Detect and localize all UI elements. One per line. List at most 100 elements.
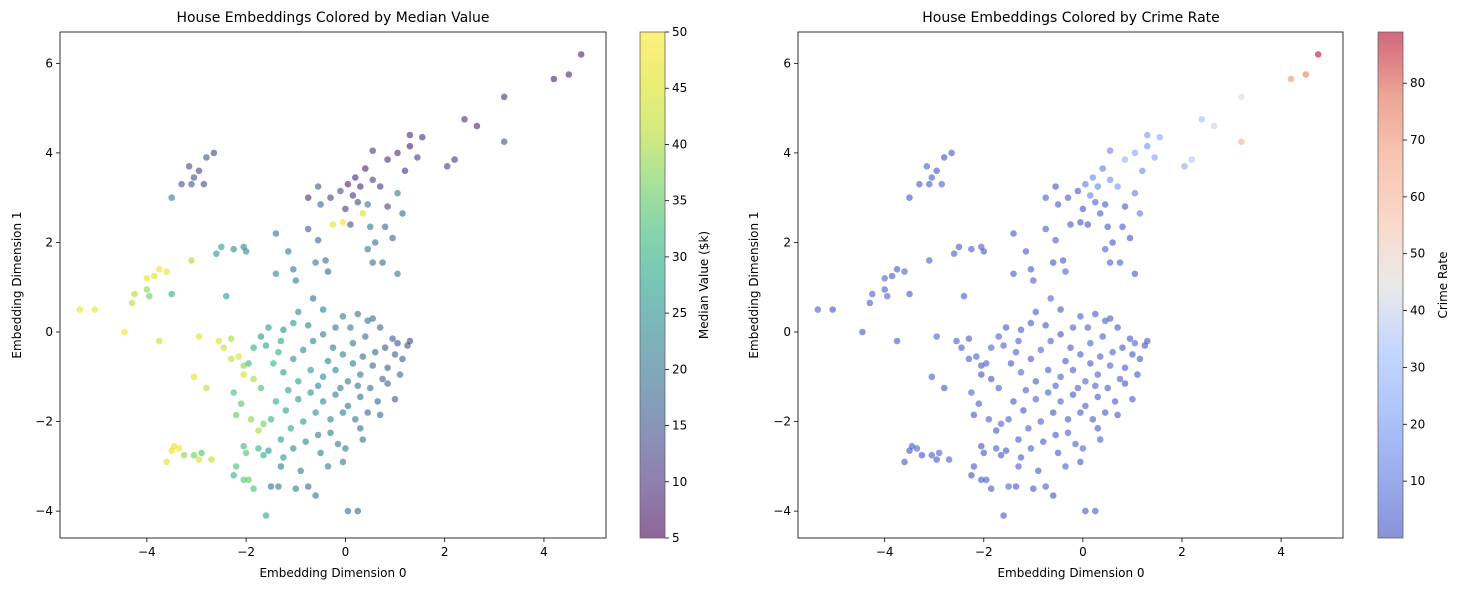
data-point [327, 194, 334, 201]
data-point [240, 476, 247, 484]
data-point [985, 416, 993, 423]
data-point [973, 353, 980, 360]
colorbar-label: Median Value ($k) [697, 231, 711, 339]
data-point [319, 306, 327, 313]
data-point [332, 391, 339, 399]
data-point [1096, 210, 1104, 217]
data-point [227, 355, 235, 363]
data-point [359, 210, 367, 217]
data-point [1181, 163, 1188, 170]
data-point [304, 483, 312, 490]
data-point [240, 371, 247, 378]
colorbar-tick-label: 40 [1410, 304, 1425, 318]
data-point [1057, 331, 1064, 338]
data-point [235, 353, 242, 360]
data-point [1136, 355, 1144, 363]
data-point [1109, 239, 1116, 246]
data-point [1089, 174, 1097, 181]
data-point [1017, 454, 1025, 461]
data-point [292, 485, 300, 493]
data-point [218, 243, 225, 251]
data-point [1042, 225, 1049, 233]
data-point [190, 174, 198, 181]
data-point [1314, 51, 1322, 58]
data-point [992, 445, 1000, 452]
colorbar-tick-label: 70 [1410, 133, 1425, 147]
data-point [1106, 147, 1114, 154]
data-point [369, 147, 377, 154]
data-point [461, 116, 468, 123]
data-point [245, 360, 252, 367]
data-point [275, 348, 282, 356]
data-point [893, 337, 901, 345]
data-point [168, 194, 175, 201]
data-point [443, 163, 451, 170]
data-point [1131, 339, 1139, 347]
data-point [1287, 75, 1295, 83]
data-point [1210, 122, 1218, 130]
data-point [190, 451, 198, 459]
data-point [1131, 189, 1139, 197]
data-point [389, 335, 396, 343]
data-point [327, 429, 334, 437]
data-point [987, 375, 995, 383]
data-point [1092, 382, 1099, 390]
data-point [339, 458, 347, 466]
data-point [250, 485, 257, 493]
data-point [121, 328, 128, 336]
data-point [978, 371, 985, 378]
data-point [1114, 183, 1121, 190]
data-point [290, 266, 297, 273]
data-point [242, 248, 250, 255]
data-point [948, 149, 955, 157]
data-point [997, 420, 1005, 428]
data-point [213, 250, 220, 257]
data-point [1302, 71, 1310, 78]
data-point [401, 167, 409, 175]
data-point [282, 407, 290, 414]
data-point [1087, 360, 1094, 367]
x-tick-label: 0 [1079, 545, 1087, 559]
colorbar [639, 31, 666, 539]
data-point [354, 310, 362, 318]
data-point [945, 456, 953, 463]
data-point [1015, 337, 1022, 345]
data-point [881, 275, 888, 282]
data-point [354, 198, 362, 206]
data-point [379, 375, 386, 383]
data-point [968, 389, 975, 396]
data-point [322, 257, 329, 264]
x-tick-label: 0 [342, 545, 350, 559]
data-point [265, 447, 272, 455]
data-point [265, 324, 272, 331]
data-point [220, 344, 228, 352]
data-point [1079, 205, 1087, 213]
data-point [970, 463, 978, 470]
data-point [881, 286, 888, 293]
data-point [394, 270, 401, 278]
colorbar-tick-label: 20 [1410, 417, 1425, 431]
data-point [1052, 183, 1059, 190]
data-point [550, 75, 558, 83]
data-point [260, 451, 267, 459]
data-point [1131, 270, 1139, 278]
data-point [329, 221, 337, 228]
data-point [381, 223, 389, 231]
data-point [366, 223, 374, 231]
data-point [262, 512, 270, 519]
colorbar-tick-label: 10 [672, 475, 687, 489]
data-point [394, 339, 401, 347]
data-point [1129, 351, 1136, 358]
data-point [384, 156, 391, 163]
data-point [277, 436, 285, 443]
data-point [76, 306, 84, 313]
data-point [995, 384, 1002, 392]
data-point [369, 315, 377, 322]
data-point [203, 384, 210, 392]
data-point [227, 335, 235, 343]
data-point [332, 324, 339, 331]
data-point [319, 398, 327, 405]
data-point [337, 384, 344, 392]
colorbar-tick-label: 50 [672, 25, 687, 39]
